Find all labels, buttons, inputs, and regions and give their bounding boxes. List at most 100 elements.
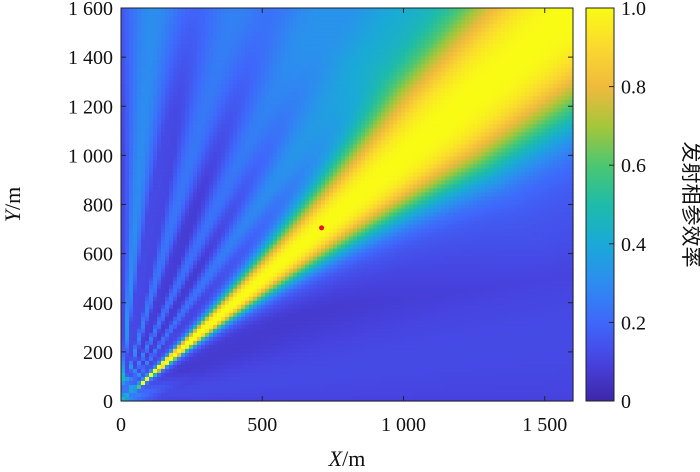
heatmap-cell bbox=[317, 100, 322, 105]
heatmap-cell bbox=[397, 40, 402, 45]
heatmap-cell bbox=[325, 80, 330, 85]
heatmap-cell bbox=[297, 164, 302, 170]
heatmap-cell bbox=[285, 52, 290, 57]
heatmap-cell bbox=[245, 108, 250, 113]
heatmap-cell bbox=[233, 72, 238, 77]
heatmap-cell bbox=[145, 164, 150, 170]
heatmap-cell bbox=[273, 164, 278, 170]
heatmap-cell bbox=[473, 108, 478, 113]
heatmap-cell bbox=[301, 8, 306, 13]
heatmap-cell bbox=[509, 128, 514, 133]
heatmap-cell bbox=[385, 80, 390, 85]
heatmap-cell bbox=[153, 116, 158, 121]
heatmap-cell bbox=[561, 116, 566, 121]
heatmap-cell bbox=[365, 148, 370, 153]
heatmap-cell bbox=[149, 48, 154, 53]
heatmap-cell bbox=[217, 152, 222, 157]
heatmap-cell bbox=[493, 156, 498, 161]
heatmap-cell bbox=[561, 108, 566, 113]
heatmap-cell bbox=[345, 36, 350, 41]
heatmap-cell bbox=[533, 168, 538, 174]
heatmap-cell bbox=[169, 180, 174, 186]
heatmap-cell bbox=[405, 68, 410, 73]
heatmap-cell bbox=[253, 160, 258, 165]
heatmap-cell bbox=[565, 128, 570, 133]
heatmap-cell bbox=[365, 56, 370, 61]
heatmap-cell bbox=[425, 16, 430, 21]
heatmap-cell bbox=[545, 132, 550, 137]
heatmap-cell bbox=[129, 84, 134, 89]
heatmap-cell bbox=[569, 72, 574, 77]
heatmap-cell bbox=[457, 28, 462, 33]
heatmap-cell bbox=[501, 112, 506, 117]
heatmap-cell bbox=[345, 64, 350, 69]
heatmap-cell bbox=[261, 24, 266, 29]
heatmap-cell bbox=[493, 56, 498, 61]
heatmap-cell bbox=[229, 68, 234, 73]
heatmap-cell bbox=[337, 84, 342, 89]
heatmap-cell bbox=[241, 132, 246, 137]
heatmap-cell bbox=[425, 40, 430, 45]
heatmap-cell bbox=[513, 176, 518, 182]
heatmap-cell bbox=[237, 48, 242, 53]
heatmap-cell bbox=[233, 104, 238, 109]
heatmap-cell bbox=[341, 32, 346, 37]
heatmap-cell bbox=[433, 88, 438, 93]
heatmap-cell bbox=[325, 64, 330, 69]
heatmap-cell bbox=[453, 80, 458, 85]
heatmap-cell bbox=[185, 136, 190, 141]
heatmap-cell bbox=[361, 44, 366, 49]
heatmap-cell bbox=[249, 48, 254, 53]
heatmap-cell bbox=[429, 136, 434, 141]
heatmap-cell bbox=[249, 128, 254, 133]
heatmap-cell bbox=[337, 44, 342, 49]
heatmap-cell bbox=[457, 76, 462, 81]
heatmap-cell bbox=[321, 116, 326, 121]
heatmap-cell bbox=[157, 44, 162, 49]
heatmap-cell bbox=[205, 44, 210, 49]
heatmap-cell bbox=[433, 152, 438, 157]
heatmap-cell bbox=[297, 176, 302, 182]
heatmap-cell bbox=[213, 136, 218, 141]
heatmap-cell bbox=[461, 24, 466, 29]
heatmap-cell bbox=[165, 28, 170, 33]
heatmap-cell bbox=[549, 120, 554, 125]
heatmap-cell bbox=[545, 72, 550, 77]
heatmap-cell bbox=[301, 76, 306, 81]
heatmap-cell bbox=[269, 152, 274, 157]
heatmap-cell bbox=[433, 156, 438, 161]
heatmap-cell bbox=[557, 56, 562, 61]
heatmap-cell bbox=[441, 140, 446, 145]
heatmap-cell bbox=[533, 104, 538, 109]
heatmap-cell bbox=[229, 164, 234, 170]
heatmap-cell bbox=[349, 168, 354, 174]
heatmap-cell bbox=[413, 80, 418, 85]
heatmap-cell bbox=[529, 108, 534, 113]
heatmap-cell bbox=[185, 112, 190, 117]
heatmap-cell bbox=[313, 160, 318, 165]
heatmap-cell bbox=[493, 116, 498, 121]
heatmap-cell bbox=[453, 164, 458, 170]
heatmap-cell bbox=[537, 20, 542, 25]
heatmap-cell bbox=[409, 32, 414, 37]
heatmap-cell bbox=[197, 96, 202, 101]
heatmap-cell bbox=[421, 92, 426, 97]
heatmap-cell bbox=[517, 68, 522, 73]
heatmap-cell bbox=[513, 92, 518, 97]
heatmap-cell bbox=[437, 68, 442, 73]
heatmap-cell bbox=[337, 24, 342, 29]
heatmap-cell bbox=[269, 124, 274, 129]
heatmap-cell bbox=[481, 148, 486, 153]
heatmap-cell bbox=[137, 164, 142, 170]
heatmap-cell bbox=[217, 12, 222, 17]
heatmap-cell bbox=[345, 80, 350, 85]
heatmap-cell bbox=[397, 132, 402, 137]
heatmap-cell bbox=[345, 148, 350, 153]
heatmap-cell bbox=[245, 144, 250, 149]
heatmap-cell bbox=[341, 60, 346, 65]
heatmap-cell bbox=[193, 36, 198, 41]
heatmap-cell bbox=[233, 40, 238, 45]
heatmap-cell bbox=[517, 80, 522, 85]
heatmap-cell bbox=[225, 12, 230, 17]
heatmap-cell bbox=[209, 160, 214, 165]
